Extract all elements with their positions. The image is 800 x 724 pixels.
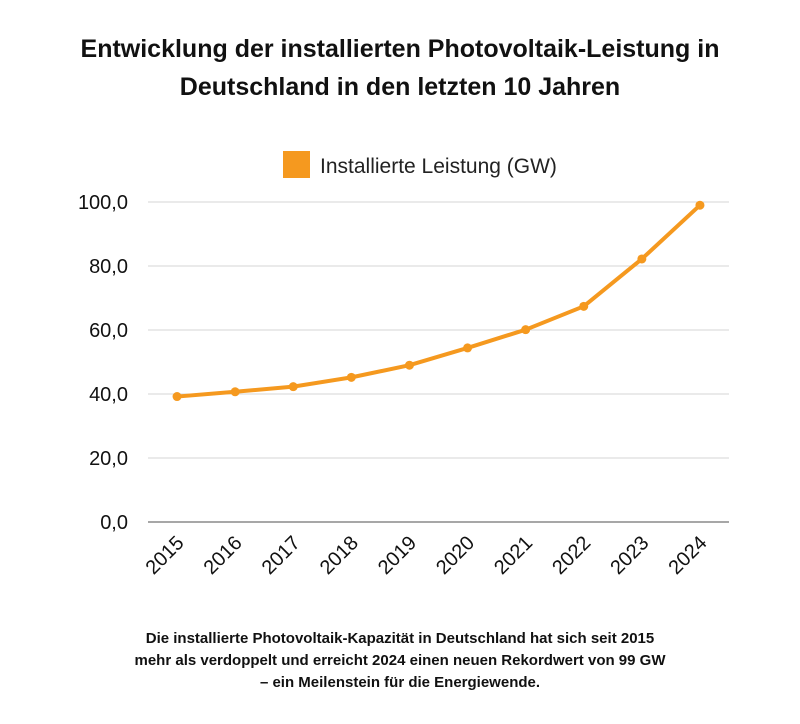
legend-swatch xyxy=(283,151,310,178)
x-tick-label: 2020 xyxy=(432,532,479,579)
data-point-2020 xyxy=(463,343,473,353)
y-tick-label: 0,0 xyxy=(100,512,128,534)
data-point-2015 xyxy=(172,392,182,402)
data-series xyxy=(172,200,705,402)
data-point-2019 xyxy=(404,360,414,370)
y-tick-label: 40,0 xyxy=(89,384,128,406)
x-tick-label: 2017 xyxy=(258,532,305,579)
y-tick-label: 60,0 xyxy=(89,320,128,342)
caption-line-1: Die installierte Photovoltaik-Kapazität … xyxy=(145,630,655,647)
data-point-2022 xyxy=(579,301,589,311)
data-point-2021 xyxy=(521,325,531,335)
data-point-2016 xyxy=(230,387,240,397)
x-tick-label: 2023 xyxy=(606,532,653,579)
x-tick-label: 2018 xyxy=(316,532,363,579)
gridlines xyxy=(148,201,729,523)
chart-title-line-1: Entwicklung der installierten Photovolta… xyxy=(80,35,720,63)
data-point-2024 xyxy=(695,200,705,210)
series-line xyxy=(175,203,702,399)
caption-line-2: mehr als verdoppelt und erreicht 2024 ei… xyxy=(134,652,666,669)
data-point-2018 xyxy=(346,372,356,382)
legend: Installierte Leistung (GW) xyxy=(283,151,557,178)
x-tick-label: 2015 xyxy=(142,532,189,579)
x-tick-label: 2024 xyxy=(664,532,711,579)
legend-label: Installierte Leistung (GW) xyxy=(320,155,557,178)
y-tick-label: 80,0 xyxy=(89,256,128,278)
line-chart: Installierte Leistung (GW) 0,0 20,0 40,0 60… xyxy=(78,151,729,579)
chart-title-line-2: Deutschland in den letzten 10 Jahren xyxy=(179,73,621,101)
x-tick-label: 2021 xyxy=(490,532,537,579)
x-axis-tick-labels: 2015 2016 2017 2018 2019 2020 2021 2022 2023 2024 xyxy=(142,532,712,579)
y-axis-tick-labels: 0,0 20,0 40,0 60,0 80,0 100,0 xyxy=(78,192,128,534)
y-tick-label: 100,0 xyxy=(78,192,128,214)
data-point-2023 xyxy=(637,254,647,264)
x-tick-label: 2016 xyxy=(200,532,247,579)
chart-caption: Die installierte Photovoltaik-Kapazität … xyxy=(60,628,740,694)
chart-title: Entwicklung der installierten Photovolta… xyxy=(0,30,800,106)
y-tick-label: 20,0 xyxy=(89,448,128,470)
data-point-2017 xyxy=(288,382,298,392)
x-tick-label: 2019 xyxy=(374,532,421,579)
caption-line-3: – ein Meilenstein für die Energiewende. xyxy=(259,674,541,691)
x-tick-label: 2022 xyxy=(548,532,595,579)
